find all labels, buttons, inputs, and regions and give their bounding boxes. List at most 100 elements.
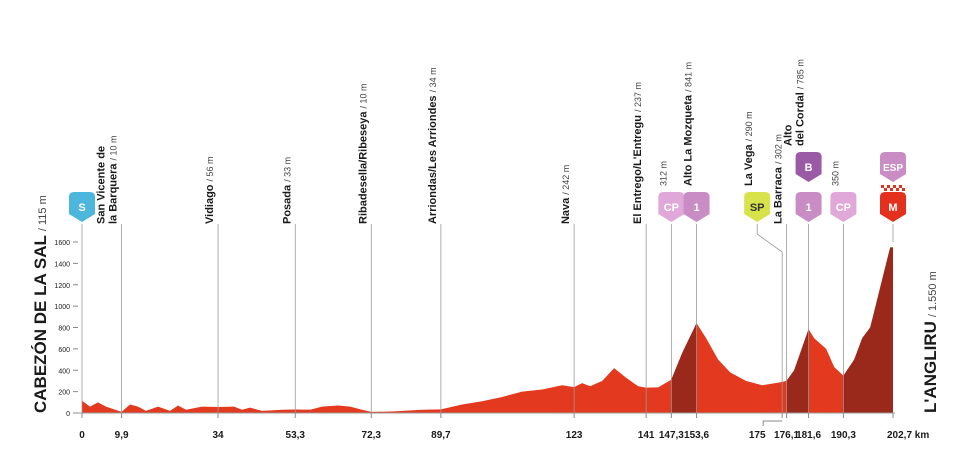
side-name: CABEZÓN DE LA SAL bbox=[31, 235, 50, 413]
place-elevation: / 237 m bbox=[633, 82, 643, 112]
badge-label: B bbox=[805, 162, 813, 174]
x-tick-label: 141 bbox=[638, 430, 655, 441]
badge bbox=[744, 192, 771, 222]
x-tick-label: 147,3 bbox=[659, 430, 684, 441]
tick-connector bbox=[762, 420, 783, 426]
place-elevation: / 290 m bbox=[744, 111, 754, 141]
place-label: la Barquera / 10 m bbox=[108, 135, 120, 224]
checker bbox=[887, 188, 890, 191]
checker bbox=[881, 185, 884, 188]
x-tick-label: 72,3 bbox=[362, 430, 382, 441]
y-tick-label: 400 bbox=[58, 368, 70, 375]
x-tick-label: 9,9 bbox=[115, 430, 129, 441]
place-label: La Vega / 290 m bbox=[743, 111, 755, 186]
badge-label: M bbox=[888, 202, 897, 214]
place-name: Arriondas/Les Arriondes bbox=[427, 95, 439, 224]
x-tick-label: 190,3 bbox=[831, 430, 856, 441]
checker bbox=[893, 185, 896, 188]
badge bbox=[880, 192, 906, 222]
y-tick-label: 0 bbox=[66, 411, 70, 418]
place-elevation: / 34 m bbox=[428, 67, 438, 92]
place-label: del Cordal / 785 m bbox=[795, 59, 807, 146]
checker bbox=[884, 188, 887, 191]
badge-label: ESP bbox=[883, 163, 903, 174]
badge bbox=[795, 192, 822, 222]
x-tick-label: 202,7 km bbox=[887, 430, 929, 441]
badge bbox=[795, 152, 822, 182]
badge-label: 1 bbox=[693, 202, 699, 214]
side-elevation: / 1.550 m bbox=[927, 271, 939, 317]
y-tick-label: 1600 bbox=[54, 240, 70, 247]
place-name: del Cordal bbox=[795, 92, 807, 146]
checker bbox=[893, 188, 896, 191]
checker bbox=[881, 188, 884, 191]
place-label: 312 m bbox=[658, 161, 668, 186]
checker bbox=[899, 185, 902, 188]
place-elevation: / 785 m bbox=[796, 59, 806, 89]
badge-label: CP bbox=[664, 202, 679, 214]
place-label: Posada / 33 m bbox=[281, 157, 293, 224]
x-tick-label: 176,1 bbox=[774, 430, 799, 441]
x-tick-label: 153,6 bbox=[684, 430, 709, 441]
place-label: Alto bbox=[783, 124, 795, 146]
place-label: Alto La Mozqueta / 841 m bbox=[683, 62, 695, 186]
checker bbox=[887, 185, 890, 188]
place-label: Vidiago / 56 m bbox=[204, 156, 216, 224]
place-name: El Entrego/L'Entregu bbox=[632, 115, 644, 224]
side-name: L'ANGLIRU bbox=[921, 321, 940, 413]
y-tick-label: 1200 bbox=[54, 283, 70, 290]
climb-area bbox=[671, 247, 893, 413]
badge-label: SP bbox=[750, 202, 765, 214]
elevation-area bbox=[82, 247, 893, 413]
side-elevation: / 115 m bbox=[37, 195, 49, 231]
x-tick-label: 123 bbox=[566, 430, 583, 441]
checker bbox=[899, 188, 902, 191]
place-name: Alto bbox=[783, 124, 795, 146]
y-tick-label: 800 bbox=[58, 326, 70, 333]
x-tick-label: 53,3 bbox=[286, 430, 306, 441]
x-tick-label: 89,7 bbox=[431, 430, 451, 441]
checker bbox=[890, 188, 893, 191]
checker bbox=[884, 185, 887, 188]
place-label: 350 m bbox=[830, 161, 840, 186]
badge bbox=[658, 192, 685, 222]
place-name: La Barraca bbox=[773, 166, 785, 224]
place-name: Nava bbox=[560, 197, 572, 224]
place-name: Ribadesella/Ribeseya bbox=[357, 111, 369, 224]
badge bbox=[880, 152, 906, 182]
badge bbox=[830, 192, 857, 222]
place-elevation: 312 m bbox=[658, 161, 668, 186]
place-name: Vidiago bbox=[204, 184, 216, 224]
place-elevation: 350 m bbox=[830, 161, 840, 186]
y-tick-label: 1400 bbox=[54, 261, 70, 268]
checker bbox=[902, 185, 905, 188]
place-label: Arriondas/Les Arriondes / 34 m bbox=[427, 67, 439, 224]
side-title: L'ANGLIRU / 1.550 m bbox=[921, 271, 940, 413]
place-name: San Vicente de bbox=[96, 146, 108, 224]
place-elevation: / 242 m bbox=[561, 165, 571, 195]
place-label: Nava / 242 m bbox=[560, 165, 572, 224]
checker bbox=[902, 188, 905, 191]
y-tick-label: 200 bbox=[58, 390, 70, 397]
badge bbox=[683, 192, 710, 222]
checker bbox=[896, 188, 899, 191]
place-name: La Vega bbox=[743, 144, 755, 186]
place-elevation: / 302 m bbox=[774, 134, 784, 164]
place-name: Alto La Mozqueta bbox=[683, 94, 695, 186]
x-tick-label: 0 bbox=[79, 430, 85, 441]
place-label: El Entrego/L'Entregu / 237 m bbox=[632, 82, 644, 224]
place-label: San Vicente de bbox=[96, 146, 108, 224]
place-elevation: / 56 m bbox=[205, 156, 215, 181]
place-elevation: / 841 m bbox=[684, 62, 694, 92]
place-line bbox=[756, 224, 783, 413]
y-tick-label: 600 bbox=[58, 347, 70, 354]
place-elevation: / 33 m bbox=[282, 157, 292, 182]
y-tick-label: 1000 bbox=[54, 304, 70, 311]
x-tick-label: 34 bbox=[212, 430, 224, 441]
badge-label: CP bbox=[836, 202, 851, 214]
badge-label: 1 bbox=[806, 202, 812, 214]
x-tick-label: 181,6 bbox=[796, 430, 821, 441]
x-tick-label: 175 bbox=[749, 430, 766, 441]
place-elevation: / 10 m bbox=[358, 83, 368, 108]
